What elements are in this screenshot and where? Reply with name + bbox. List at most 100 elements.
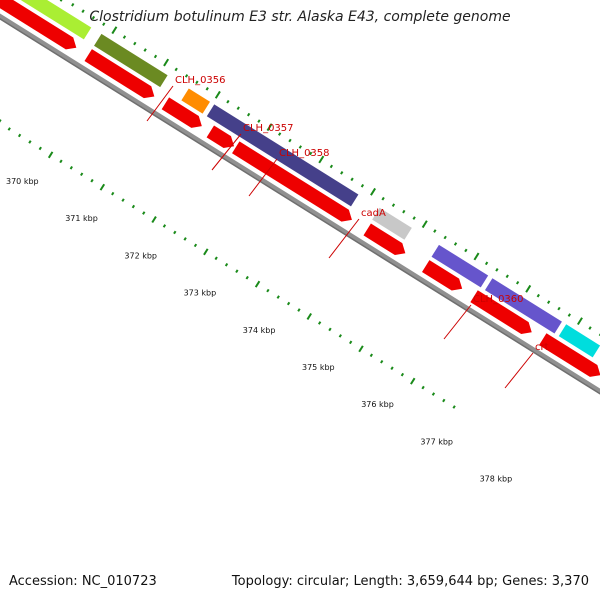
- tick-mark: [464, 248, 468, 253]
- genome-backbone-shadow: [0, 0, 600, 417]
- gene-leader-line: [328, 218, 360, 259]
- tick-mark: [453, 242, 458, 246]
- gene-label: cadA: [361, 208, 386, 219]
- scale-label: 377 kbp: [420, 437, 453, 446]
- scale-label: 376 kbp: [361, 400, 394, 409]
- cds-arrow: [539, 333, 600, 377]
- outer-ticks: [59, 0, 600, 337]
- cds-arrow: [363, 223, 406, 255]
- scale-label: 370 kbp: [6, 177, 39, 186]
- tick-mark: [236, 106, 240, 111]
- gene-label: CLH_0358: [279, 148, 330, 159]
- tick-mark: [121, 198, 125, 202]
- tick-mark: [99, 183, 106, 191]
- feature-track: [21, 0, 600, 358]
- tick-mark: [205, 87, 209, 91]
- tick-mark: [547, 300, 551, 304]
- tick-mark: [495, 268, 499, 272]
- tick-mark: [318, 155, 325, 164]
- gene-leader-line: [504, 352, 534, 389]
- genome-backbone: [0, 0, 600, 417]
- cds-arrow: [84, 49, 155, 99]
- tick-mark: [278, 132, 282, 136]
- tick-mark: [390, 366, 394, 371]
- tick-mark: [588, 326, 592, 330]
- cds-arrow: [206, 125, 235, 148]
- tick-mark: [163, 58, 170, 67]
- tick-mark: [536, 293, 540, 298]
- scale-ticks: [0, 119, 456, 409]
- gene-leader-line: [248, 158, 278, 197]
- tick-mark: [276, 295, 280, 299]
- tick-mark: [381, 196, 385, 201]
- feature-bar-purple: [484, 278, 562, 334]
- tick-mark: [286, 301, 291, 306]
- gene-leader-line: [443, 304, 472, 340]
- scale-labels: 370 kbp 371 kbp 372 kbp 373 kbp 374 kbp 375 k…: [6, 177, 512, 484]
- tick-mark: [111, 26, 118, 35]
- tick-mark: [442, 398, 446, 403]
- tick-mark: [203, 248, 209, 256]
- scale-label: 375 kbp: [302, 363, 335, 372]
- gene-label: CLH_0356: [175, 75, 226, 86]
- feature-bar-lime: [21, 0, 92, 40]
- tick-mark: [47, 151, 54, 159]
- gene-leader-line: [146, 85, 174, 122]
- tick-mark: [224, 262, 229, 267]
- feature-bar-olive: [94, 33, 168, 88]
- tick-mark: [151, 216, 157, 224]
- gene-label: CLH_0360: [473, 294, 524, 305]
- scale-label: 374 kbp: [243, 326, 276, 335]
- tick-mark: [421, 220, 428, 229]
- feature-bar-crt: [431, 244, 489, 288]
- tick-mark: [567, 313, 571, 317]
- tick-mark: [183, 237, 187, 241]
- tick-mark: [525, 284, 532, 293]
- tick-mark: [81, 9, 85, 14]
- tick-mark: [173, 230, 177, 235]
- tick-mark: [0, 119, 2, 127]
- tick-mark: [90, 178, 94, 183]
- tick-mark: [402, 209, 406, 214]
- tick-mark: [91, 15, 96, 20]
- tick-mark: [245, 275, 249, 280]
- gene-label: crt: [535, 342, 549, 353]
- tick-mark: [328, 327, 332, 332]
- tick-mark: [329, 164, 334, 169]
- tick-mark: [254, 280, 261, 288]
- tick-mark: [153, 54, 158, 59]
- genome-summary: Topology: circular; Length: 3,659,644 bp…: [231, 574, 589, 589]
- tick-mark: [266, 123, 273, 132]
- tick-mark: [246, 112, 251, 117]
- tick-mark: [214, 90, 221, 99]
- tick-mark: [162, 224, 167, 228]
- tick-mark: [350, 177, 354, 182]
- feature-bar-clh-0358: [181, 88, 210, 114]
- tick-mark: [452, 405, 456, 409]
- tick-mark: [257, 119, 261, 123]
- tick-mark: [443, 235, 447, 240]
- tick-mark: [360, 183, 365, 188]
- tick-mark: [7, 127, 11, 131]
- tick-mark: [195, 80, 199, 85]
- cds-arrow: [232, 141, 352, 222]
- tick-mark: [338, 334, 342, 338]
- tick-mark: [431, 392, 436, 396]
- cds-arrow: [422, 260, 463, 291]
- tick-mark: [340, 171, 344, 175]
- tick-mark: [400, 372, 405, 377]
- tick-mark: [306, 312, 312, 320]
- tick-mark: [288, 138, 292, 143]
- tick-mark: [421, 385, 425, 390]
- tick-mark: [433, 229, 437, 233]
- tick-mark: [484, 261, 489, 266]
- scale-label: 378 kbp: [480, 475, 513, 484]
- tick-mark: [473, 252, 480, 261]
- tick-mark: [69, 165, 73, 170]
- tick-mark: [214, 256, 218, 261]
- tick-mark: [358, 345, 364, 353]
- tick-mark: [174, 67, 178, 72]
- cds-arrow: [470, 290, 532, 334]
